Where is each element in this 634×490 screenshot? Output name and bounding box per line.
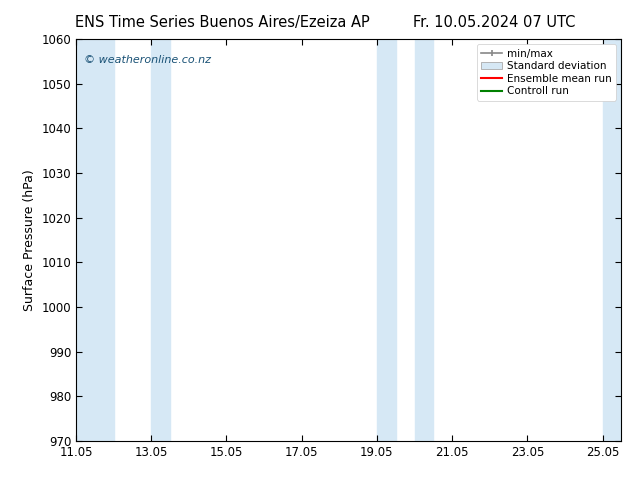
Bar [152,39,170,441]
Bar [602,39,621,441]
Bar [415,39,433,441]
Text: ENS Time Series Buenos Aires/Ezeiza AP: ENS Time Series Buenos Aires/Ezeiza AP [75,15,369,30]
Text: © weatheronline.co.nz: © weatheronline.co.nz [84,55,211,65]
Y-axis label: Surface Pressure (hPa): Surface Pressure (hPa) [23,169,36,311]
Legend: min/max, Standard deviation, Ensemble mean run, Controll run: min/max, Standard deviation, Ensemble me… [477,45,616,100]
Bar [377,39,396,441]
Bar [76,39,113,441]
Text: Fr. 10.05.2024 07 UTC: Fr. 10.05.2024 07 UTC [413,15,576,30]
